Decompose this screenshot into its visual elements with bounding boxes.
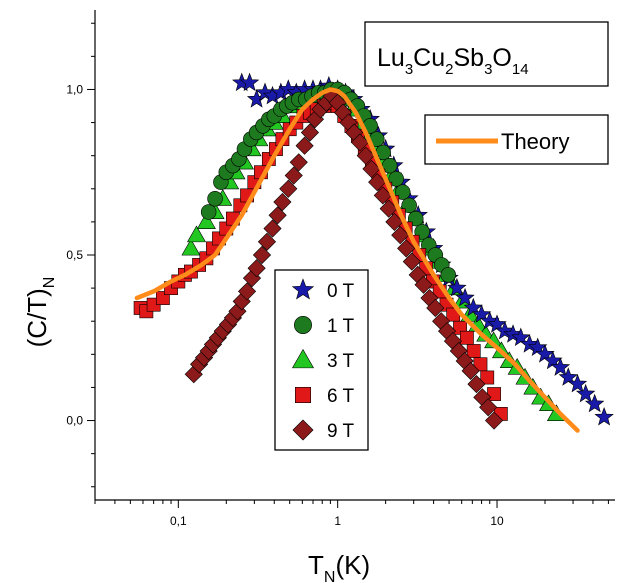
data-point xyxy=(584,393,605,413)
data-point xyxy=(356,146,375,165)
data-point xyxy=(459,330,474,345)
legend-label: 0 T xyxy=(327,281,355,302)
data-point xyxy=(567,373,588,393)
data-point xyxy=(207,190,223,207)
plot-area xyxy=(133,72,614,433)
y-tick-label: 0,5 xyxy=(66,248,83,262)
data-point xyxy=(447,277,467,297)
data-point xyxy=(289,153,308,172)
data-point xyxy=(252,245,272,265)
x-axis-title-sub: N xyxy=(324,569,336,583)
formula-element-sb: Sb xyxy=(453,44,484,72)
legend-marker xyxy=(291,278,315,300)
legend-marker xyxy=(294,316,312,334)
data-point xyxy=(391,226,410,245)
data-point xyxy=(263,219,282,238)
y-axis-title-main: (C/T) xyxy=(22,288,52,347)
legend-label: 1 T xyxy=(327,316,355,337)
y-tick-label: 0,0 xyxy=(66,414,83,428)
data-point xyxy=(426,298,445,318)
theory-legend: Theory xyxy=(424,114,609,165)
data-point xyxy=(550,357,571,376)
data-point xyxy=(479,398,498,417)
data-point xyxy=(575,383,596,403)
data-point xyxy=(257,232,277,251)
compound-annotation: Lu3Cu2Sb3O14 xyxy=(364,21,609,87)
data-point xyxy=(295,136,314,155)
data-point xyxy=(350,133,370,152)
formula-sub-cu: 2 xyxy=(445,61,453,78)
data-point xyxy=(247,259,266,278)
data-point xyxy=(273,192,292,212)
legend-marker xyxy=(292,419,314,441)
series-legend-box xyxy=(274,269,369,451)
legend-label: 9 T xyxy=(327,421,355,442)
data-point xyxy=(368,173,387,192)
data-point xyxy=(480,370,495,385)
x-tick-label: 0,1 xyxy=(170,514,187,528)
formula-element-cu: Cu xyxy=(413,44,445,72)
data-point xyxy=(466,344,481,358)
formula-sub-o: 14 xyxy=(512,61,529,78)
series-legend: 0 T 1 T 3 T 6 T 9 T xyxy=(274,269,369,451)
data-point xyxy=(558,367,578,386)
formula-sub-sb: 3 xyxy=(484,61,492,78)
formula-element-lu: Lu xyxy=(377,44,405,72)
theory-legend-label: Theory xyxy=(501,129,569,154)
data-point xyxy=(284,166,303,185)
data-point xyxy=(484,411,504,430)
data-point xyxy=(467,375,486,394)
data-point xyxy=(186,225,206,243)
formula-sub-lu: 3 xyxy=(405,61,413,78)
y-tick-label: 1,0 xyxy=(66,82,83,96)
data-point xyxy=(461,361,480,380)
data-point xyxy=(379,199,398,218)
x-axis-title-main: T xyxy=(308,550,324,580)
compound-annotation-box xyxy=(364,21,609,87)
data-point xyxy=(455,287,475,307)
data-point xyxy=(388,171,404,187)
data-point xyxy=(440,267,456,283)
x-tick-label: 10 xyxy=(490,514,504,528)
compound-formula: Lu3Cu2Sb3O14 xyxy=(377,44,529,78)
data-point xyxy=(385,212,404,231)
data-point xyxy=(237,282,257,301)
data-point xyxy=(196,212,216,229)
data-point xyxy=(362,159,381,178)
x-tick-label: 1 xyxy=(334,514,341,528)
data-point xyxy=(239,72,260,92)
y-axis-title-sub: N xyxy=(41,277,58,289)
data-point xyxy=(402,252,421,271)
data-point xyxy=(268,206,287,225)
data-point xyxy=(594,407,614,426)
legend-marker xyxy=(294,386,311,403)
data-point xyxy=(279,179,298,198)
legend-label: 3 T xyxy=(327,351,355,372)
axes: 0,1 1 10 0,0 0,5 1,0 xyxy=(66,10,615,528)
legend-label: 6 T xyxy=(327,386,355,407)
legend-marker xyxy=(291,348,315,369)
x-axis-title: TN(K) xyxy=(308,550,370,583)
theory-curve xyxy=(134,87,580,433)
formula-element-o: O xyxy=(492,44,511,72)
data-point xyxy=(373,186,392,205)
data-point xyxy=(181,238,201,256)
data-point xyxy=(414,275,433,294)
data-point xyxy=(200,204,217,220)
data-point xyxy=(300,123,320,142)
series-9t xyxy=(184,87,504,430)
data-point xyxy=(397,239,416,258)
x-axis-title-rest: (K) xyxy=(335,550,370,580)
y-axis-title: (C/T)N xyxy=(22,277,58,348)
